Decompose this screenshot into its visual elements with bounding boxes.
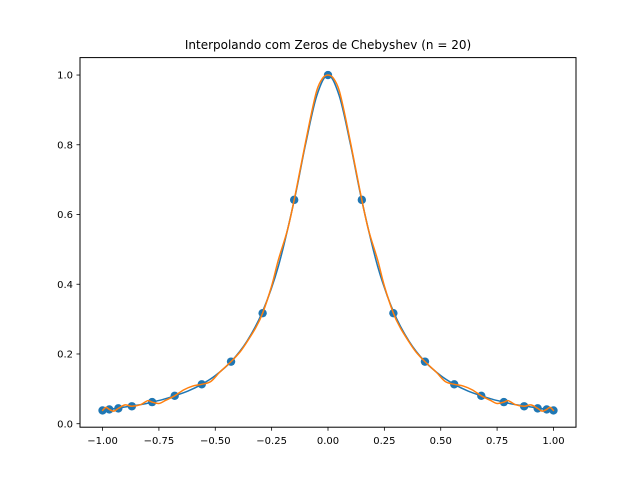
y-tick-label: 1.0 <box>57 71 73 82</box>
chart-title: Interpolando com Zeros de Chebyshev (n =… <box>185 38 471 52</box>
x-tick-label: −0.50 <box>200 436 231 447</box>
x-tick-label: 0.00 <box>317 436 339 447</box>
x-tick-label: 1.00 <box>542 436 564 447</box>
x-tick-label: 0.50 <box>430 436 452 447</box>
x-tick-label: −0.75 <box>144 436 175 447</box>
plot-area <box>98 70 558 415</box>
x-axis: −1.00 −0.75 −0.50 −0.25 0.00 0.25 0.50 0.75 1.00 <box>87 427 565 447</box>
y-tick-label: 0.0 <box>57 419 73 430</box>
y-tick-label: 0.4 <box>57 280 73 291</box>
y-tick-label: 0.2 <box>57 350 73 361</box>
x-tick-label: 0.75 <box>486 436 508 447</box>
x-tick-label: 0.25 <box>373 436 395 447</box>
y-tick-label: 0.8 <box>57 140 73 151</box>
x-tick-label: −1.00 <box>87 436 118 447</box>
y-tick-label: 0.6 <box>57 210 73 221</box>
x-tick-label: −0.25 <box>256 436 287 447</box>
y-axis: 0.0 0.2 0.4 0.6 0.8 1.0 <box>57 71 80 430</box>
interpolant-curve <box>101 74 555 412</box>
